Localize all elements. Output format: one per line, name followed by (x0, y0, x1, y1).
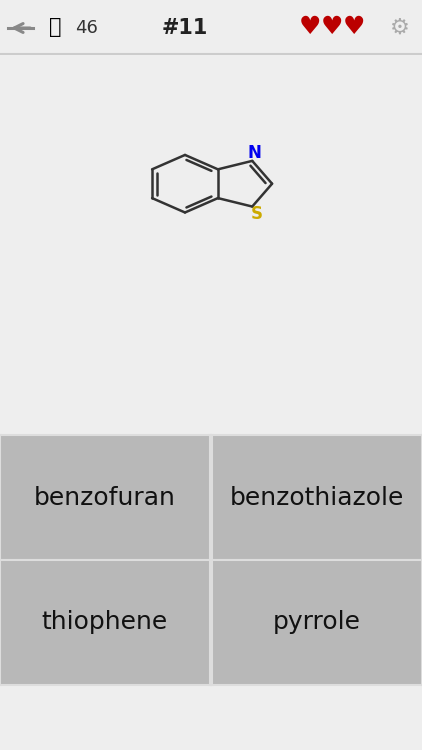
Text: 46: 46 (75, 19, 98, 37)
Text: S: S (251, 205, 263, 223)
Text: thiophene: thiophene (42, 610, 168, 634)
Text: benzothiazole: benzothiazole (230, 486, 404, 510)
Text: N: N (247, 144, 261, 162)
Text: ⚙: ⚙ (390, 18, 410, 38)
Text: 💡: 💡 (49, 17, 61, 37)
Text: ♥: ♥ (343, 15, 365, 39)
Text: pyrrole: pyrrole (273, 610, 361, 634)
Text: ♥: ♥ (321, 15, 343, 39)
Text: ♥: ♥ (299, 15, 321, 39)
Text: #11: #11 (162, 18, 208, 38)
Text: benzofuran: benzofuran (34, 486, 176, 510)
